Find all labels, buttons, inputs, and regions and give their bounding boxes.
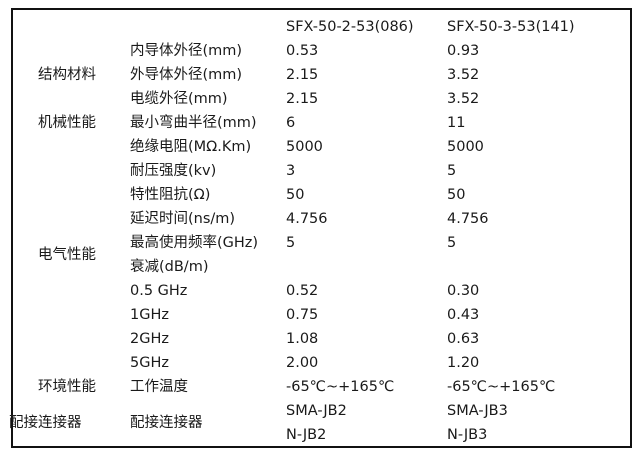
row-label: 0.5 GHz — [130, 283, 188, 299]
row-label: 5GHz — [130, 355, 169, 371]
cell-value-model-1: 1.08 — [286, 331, 319, 347]
row-label: 耐压强度(kv) — [130, 163, 217, 179]
row-label: 2GHz — [130, 331, 169, 347]
cell-value-model-1: SMA-JB2 — [286, 403, 347, 419]
row-label: 绝缘电阻(MΩ.Km) — [130, 139, 252, 155]
cell-value-model-2: 0.43 — [447, 307, 480, 323]
category-connector: 配接连接器 — [9, 415, 82, 431]
cell-value-model-2: 0.30 — [447, 283, 480, 299]
cell-value-model-1: 2.15 — [286, 91, 319, 107]
cell-value-model-1: 5 — [286, 235, 296, 251]
row-label: 特性阻抗(Ω) — [130, 187, 211, 203]
category-mechanical: 机械性能 — [38, 115, 96, 131]
cell-value-model-2: 3.52 — [447, 67, 480, 83]
cell-value-model-1: 5000 — [286, 139, 323, 155]
cell-value-model-2: 1.20 — [447, 355, 480, 371]
cell-value-model-2: -65℃~+165℃ — [447, 379, 556, 395]
cell-value-model-2: 0.93 — [447, 43, 480, 59]
row-label: 配接连接器 — [130, 415, 203, 431]
cell-value-model-1: N-JB2 — [286, 427, 327, 443]
cell-value-model-2: 5000 — [447, 139, 484, 155]
cell-value-model-2: 11 — [447, 115, 466, 131]
cell-value-model-1: 4.756 — [286, 211, 328, 227]
cell-value-model-1: 0.52 — [286, 283, 319, 299]
cell-value-model-2: N-JB3 — [447, 427, 488, 443]
cell-value-model-2: 0.63 — [447, 331, 480, 347]
cell-value-model-2: 3.52 — [447, 91, 480, 107]
cell-value-model-2: SMA-JB3 — [447, 403, 508, 419]
cell-value-model-1: 6 — [286, 115, 296, 131]
category-structure: 结构材料 — [38, 67, 96, 83]
row-label: 衰减(dB/m) — [130, 259, 209, 275]
table-frame — [11, 8, 632, 448]
cell-value-model-2: 4.756 — [447, 211, 489, 227]
row-label: 最高使用频率(GHz) — [130, 235, 259, 251]
row-label: 最小弯曲半径(mm) — [130, 115, 257, 131]
cell-value-model-1: 2.15 — [286, 67, 319, 83]
row-label: 内导体外径(mm) — [130, 43, 243, 59]
row-label: 延迟时间(ns/m) — [130, 211, 236, 227]
cell-value-model-1: 0.75 — [286, 307, 319, 323]
row-label: 电缆外径(mm) — [130, 91, 228, 107]
cell-value-model-2: 50 — [447, 187, 466, 203]
row-label: 外导体外径(mm) — [130, 67, 243, 83]
category-environment: 环境性能 — [38, 379, 96, 395]
cell-value-model-1: 0.53 — [286, 43, 319, 59]
cell-value-model-1: -65℃~+165℃ — [286, 379, 395, 395]
column-header-model-2: SFX-50-3-53(141) — [447, 19, 575, 35]
row-label: 1GHz — [130, 307, 169, 323]
cell-value-model-1: 3 — [286, 163, 296, 179]
cell-value-model-2: 5 — [447, 235, 457, 251]
cell-value-model-2: 5 — [447, 163, 457, 179]
column-header-model-1: SFX-50-2-53(086) — [286, 19, 414, 35]
category-electrical: 电气性能 — [38, 247, 96, 263]
row-label: 工作温度 — [130, 379, 188, 395]
cell-value-model-1: 50 — [286, 187, 305, 203]
cell-value-model-1: 2.00 — [286, 355, 319, 371]
